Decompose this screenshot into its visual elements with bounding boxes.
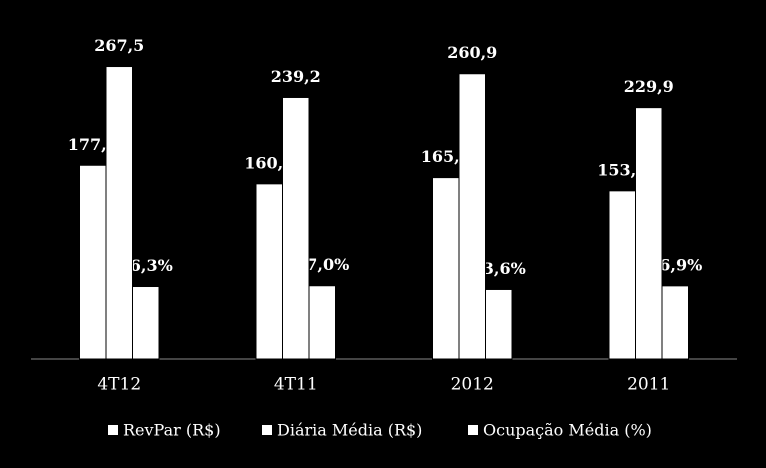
x-tick-label: 2012 — [451, 375, 494, 395]
data-label: 260,9 — [447, 43, 497, 62]
data-label: 229,9 — [624, 77, 674, 96]
legend-label: Diária Média (R$) — [277, 421, 422, 440]
data-label: 165,9 — [421, 147, 471, 166]
bar — [458, 73, 486, 360]
data-label: 153,8 — [597, 160, 647, 179]
bar — [432, 177, 460, 360]
bar — [635, 107, 663, 360]
legend-swatch — [108, 425, 118, 435]
bar — [79, 164, 107, 360]
x-tick-label: 4T12 — [97, 375, 141, 395]
bar — [608, 190, 636, 360]
x-tick-label: 2011 — [627, 375, 670, 395]
data-label: 267,5 — [94, 36, 144, 55]
legend-swatch — [468, 425, 478, 435]
bar — [255, 183, 283, 360]
data-label: 160,2 — [244, 153, 294, 172]
legend-label: RevPar (R$) — [123, 421, 221, 440]
legend-swatch — [262, 425, 272, 435]
bar — [661, 285, 689, 360]
bar — [282, 96, 310, 360]
bar — [105, 66, 133, 360]
x-tick-label: 4T11 — [274, 375, 318, 395]
bar — [485, 288, 513, 360]
data-label: 177,2 — [68, 135, 118, 154]
data-label: 239,2 — [271, 67, 321, 86]
legend-label: Ocupação Média (%) — [483, 421, 652, 440]
bar — [308, 285, 336, 360]
bar — [132, 286, 160, 360]
